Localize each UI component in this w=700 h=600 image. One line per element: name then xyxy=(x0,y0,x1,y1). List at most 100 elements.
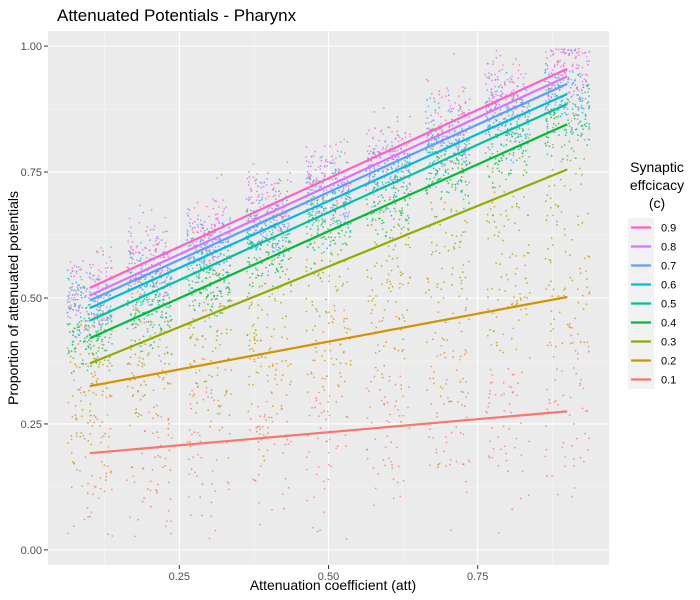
data-point xyxy=(568,254,571,257)
data-point xyxy=(312,221,315,224)
data-point xyxy=(159,264,162,267)
data-point xyxy=(217,274,220,277)
data-point xyxy=(586,144,589,147)
data-point xyxy=(217,399,220,402)
data-point xyxy=(69,300,71,303)
data-point xyxy=(203,263,206,266)
data-point xyxy=(249,228,251,231)
data-point xyxy=(305,156,307,158)
data-point xyxy=(77,266,80,268)
data-point xyxy=(568,54,570,56)
data-point xyxy=(83,391,86,394)
data-point xyxy=(189,514,192,517)
data-point xyxy=(82,260,85,262)
data-point xyxy=(226,286,229,288)
data-point xyxy=(484,152,487,154)
data-point xyxy=(258,199,261,202)
data-point xyxy=(107,319,109,322)
data-point xyxy=(271,228,274,231)
data-point xyxy=(585,278,588,280)
data-point xyxy=(83,329,86,331)
data-point xyxy=(520,147,522,149)
data-point xyxy=(524,137,527,140)
data-point xyxy=(430,201,432,204)
data-point xyxy=(129,252,132,255)
data-point xyxy=(436,412,438,415)
data-point xyxy=(214,298,217,300)
data-point xyxy=(86,369,89,372)
data-point xyxy=(321,182,324,184)
data-point xyxy=(102,390,104,393)
data-point xyxy=(210,227,213,229)
data-point xyxy=(322,226,325,228)
data-point xyxy=(569,322,571,325)
data-point xyxy=(257,448,260,451)
data-point xyxy=(384,396,386,399)
data-point xyxy=(266,313,269,316)
data-point xyxy=(499,130,502,132)
data-point xyxy=(495,344,498,347)
data-point xyxy=(252,478,255,481)
data-point xyxy=(438,106,441,109)
data-point xyxy=(217,220,220,223)
data-point xyxy=(86,310,88,313)
data-point xyxy=(93,313,95,315)
data-point xyxy=(219,302,222,305)
data-point xyxy=(305,181,308,184)
data-point xyxy=(337,253,339,256)
data-point xyxy=(80,296,83,299)
data-point xyxy=(192,318,195,320)
data-point xyxy=(209,308,212,311)
data-point xyxy=(556,63,559,66)
data-point xyxy=(69,322,71,325)
data-point xyxy=(463,142,466,145)
data-point xyxy=(273,182,276,185)
data-point xyxy=(546,127,549,130)
data-point xyxy=(488,75,490,78)
data-point xyxy=(128,516,131,519)
data-point xyxy=(164,457,167,460)
data-point xyxy=(315,399,318,402)
data-point xyxy=(527,244,530,246)
data-point xyxy=(394,383,397,386)
data-point xyxy=(453,246,455,249)
data-point xyxy=(274,378,276,380)
data-point xyxy=(462,264,465,266)
data-point xyxy=(343,234,346,237)
data-point xyxy=(283,225,285,228)
data-point xyxy=(256,425,259,428)
data-point xyxy=(345,445,348,448)
data-point xyxy=(338,219,340,222)
data-point xyxy=(575,372,578,375)
data-point xyxy=(449,111,452,113)
data-point xyxy=(526,297,529,299)
data-point xyxy=(75,290,78,292)
data-point xyxy=(452,350,455,352)
data-point xyxy=(273,297,276,300)
data-point xyxy=(400,232,402,235)
data-point xyxy=(273,238,276,241)
legend-label: 0.5 xyxy=(661,299,676,311)
data-point xyxy=(266,380,269,382)
data-point xyxy=(77,289,80,292)
data-point xyxy=(104,294,107,297)
data-point xyxy=(166,352,169,355)
data-point xyxy=(211,350,214,353)
data-point xyxy=(210,515,213,518)
data-point xyxy=(439,128,442,130)
data-point xyxy=(512,391,514,393)
data-point xyxy=(201,223,204,226)
data-point xyxy=(218,263,221,266)
data-point xyxy=(461,158,464,161)
data-point xyxy=(288,250,290,253)
data-point xyxy=(247,184,250,186)
data-point xyxy=(97,346,100,349)
data-point xyxy=(510,386,513,389)
data-point xyxy=(276,203,278,206)
data-point xyxy=(327,463,330,466)
data-point xyxy=(219,252,222,255)
data-point xyxy=(207,409,210,412)
data-point xyxy=(390,269,393,272)
data-point xyxy=(576,114,579,116)
data-point xyxy=(75,418,78,421)
